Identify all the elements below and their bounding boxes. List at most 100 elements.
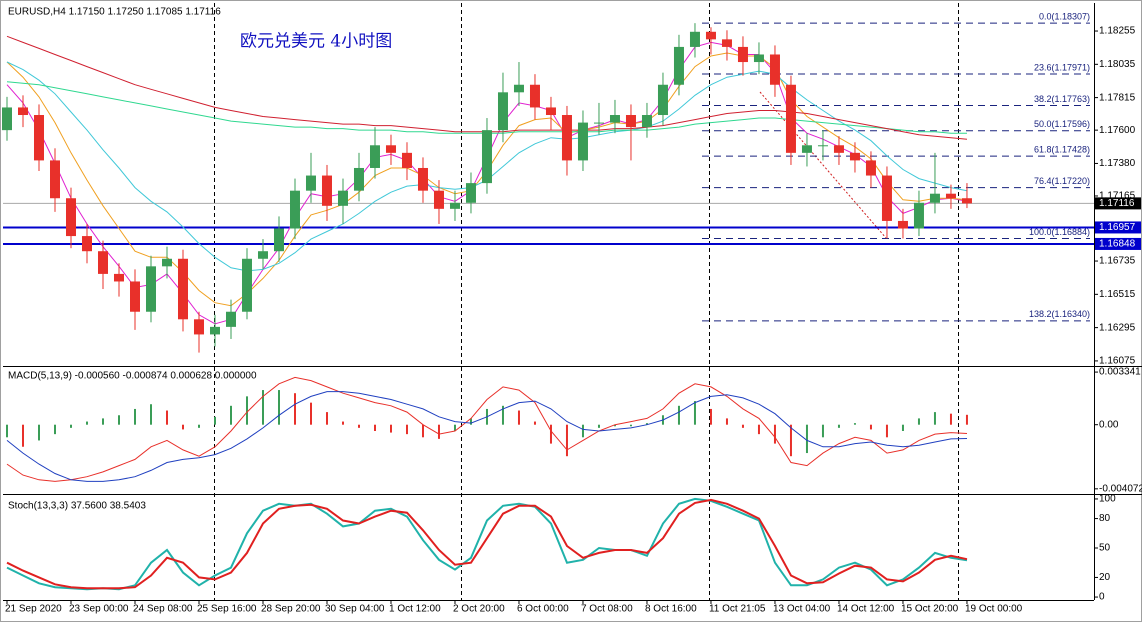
candle-body: [449, 202, 460, 209]
y-tick-label: 0.003341: [1099, 367, 1141, 378]
last-price-box: [1095, 197, 1141, 210]
candle-body: [145, 266, 156, 312]
candle-body: [433, 190, 444, 209]
candle-body: [721, 39, 732, 47]
candle-body: [785, 84, 796, 153]
fib-label: 23.6(1.17971): [1034, 62, 1090, 72]
candle-body: [625, 115, 636, 128]
level-label: 1.16957: [1099, 222, 1136, 233]
candle-body: [577, 122, 588, 161]
x-tick-label: 23 Sep 00:00: [69, 604, 129, 615]
x-tick-label: 14 Oct 12:00: [837, 604, 895, 615]
candle-body: [321, 175, 332, 206]
x-tick-label: 25 Sep 16:00: [197, 604, 257, 615]
y-tick-label: 1.17165: [1099, 191, 1136, 202]
x-tick-label: 30 Sep 04:00: [325, 604, 385, 615]
candle-body: [593, 122, 604, 124]
y-tick-label: 1.18035: [1099, 59, 1136, 70]
candle-body: [945, 193, 956, 199]
candle-body: [17, 107, 28, 116]
fib-label: 61.8(1.17428): [1034, 145, 1090, 155]
candle-body: [737, 46, 748, 63]
candle-body: [801, 145, 812, 153]
candle-body: [97, 251, 108, 274]
candle-body: [49, 160, 60, 199]
x-tick-label: 15 Oct 20:00: [901, 604, 959, 615]
candle-body: [929, 193, 940, 203]
x-tick-label: 6 Oct 00:00: [517, 604, 569, 615]
candle-body: [465, 183, 476, 203]
x-tick-label: 13 Oct 04:00: [773, 604, 831, 615]
candle-body: [225, 311, 236, 327]
candle-body: [257, 251, 268, 259]
x-tick-label: 8 Oct 16:00: [645, 604, 697, 615]
candle-body: [129, 281, 140, 312]
y-tick-label: 1.18255: [1099, 26, 1136, 37]
candle-body: [193, 319, 204, 335]
y-tick-label: -0.004072: [1099, 483, 1142, 494]
candle-body: [657, 84, 668, 116]
candle-body: [897, 220, 908, 229]
x-tick-label: 1 Oct 12:00: [389, 604, 441, 615]
candle-body: [81, 236, 92, 252]
fib-label: 76.4(1.17220): [1034, 176, 1090, 186]
candle-body: [705, 31, 716, 40]
candle-body: [833, 145, 844, 153]
candle-body: [961, 198, 972, 204]
candle-body: [513, 84, 524, 93]
candle-body: [161, 258, 172, 267]
last-price-label: 1.17116: [1099, 198, 1135, 209]
x-tick-label: 28 Sep 20:00: [261, 604, 321, 615]
candle-body: [849, 152, 860, 161]
indicator-line: [6, 497, 968, 591]
candle-body: [529, 84, 540, 108]
indicator-line: [6, 391, 968, 482]
candle-body: [177, 258, 188, 320]
y-tick-label: 20: [1099, 572, 1111, 583]
candle-body: [385, 145, 396, 153]
y-tick-label: 50: [1099, 543, 1111, 554]
candle-body: [33, 115, 44, 161]
fib-label: 38.2(1.17763): [1034, 94, 1090, 104]
fib-label: 50.0(1.17596): [1034, 119, 1090, 129]
candle-body: [401, 152, 412, 168]
fib-label: 100.0(1.16884): [1029, 227, 1090, 237]
y-tick-label: 1.16515: [1099, 289, 1136, 300]
level-label-box: [1095, 237, 1141, 250]
candle-body: [561, 115, 572, 161]
chart-header: EURUSD,H4 1.17150 1.17250 1.17085 1.1711…: [8, 7, 221, 18]
candle-body: [417, 167, 428, 191]
x-tick-label: 11 Oct 21:05: [709, 604, 766, 615]
candle-body: [273, 228, 284, 252]
fib-trend-line: [759, 91, 887, 239]
y-tick-label: 100: [1099, 494, 1116, 505]
candle-body: [209, 326, 220, 335]
fib-label: 0.0(1.18307): [1039, 12, 1090, 22]
candle-body: [369, 145, 380, 168]
y-tick-label: 80: [1099, 513, 1111, 524]
background-layer: [3, 3, 1142, 601]
candle-body: [545, 107, 556, 116]
candle-body: [241, 258, 252, 312]
candle-body: [769, 54, 780, 85]
x-tick-label: 24 Sep 08:00: [133, 604, 193, 615]
y-tick-label: 1.16075: [1099, 356, 1136, 367]
candle-body: [609, 115, 620, 123]
candle-body: [913, 202, 924, 229]
level-label-box: [1095, 221, 1141, 234]
y-tick-label: 1.17380: [1099, 158, 1136, 169]
candle-body: [673, 46, 684, 85]
x-tick-label: 21 Sep 2020: [5, 604, 62, 615]
y-tick-label: 0: [1099, 592, 1105, 603]
candle-body: [817, 145, 828, 147]
candle-body: [641, 115, 652, 128]
candle-body: [1, 107, 12, 131]
candle-body: [65, 198, 76, 237]
level-label: 1.16848: [1099, 239, 1136, 250]
candle-body: [497, 92, 508, 131]
y-tick-label: 1.16295: [1099, 322, 1136, 333]
candle-body: [881, 175, 892, 221]
candle-body: [289, 190, 300, 229]
